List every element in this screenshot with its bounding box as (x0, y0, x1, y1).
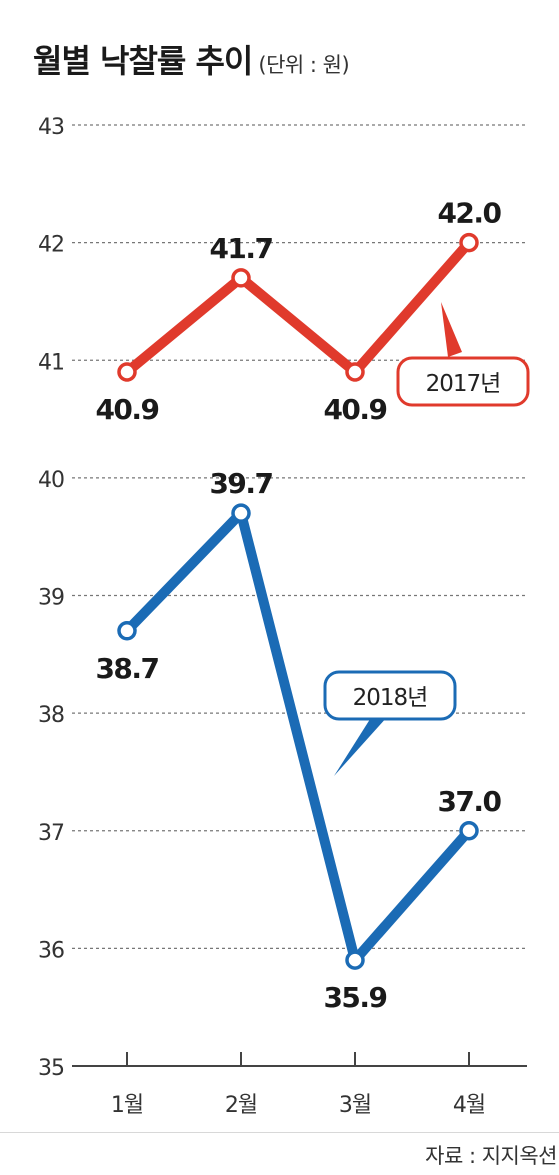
data-label: 37.0 (437, 785, 501, 818)
y-tick-label: 40 (38, 468, 64, 493)
data-point (231, 268, 251, 288)
y-tick-label: 35 (38, 1056, 64, 1081)
x-tick-label: 2월 (225, 1093, 257, 1118)
y-tick-label: 42 (38, 233, 64, 258)
data-point (117, 362, 137, 382)
data-point (459, 821, 479, 841)
legend-pointer-2018 (334, 716, 388, 776)
data-label: 39.7 (209, 467, 272, 500)
data-label: 42.0 (437, 197, 501, 230)
x-tick-label: 4월 (453, 1093, 485, 1118)
source-note: 자료 : 지지옥션 (425, 1144, 557, 1168)
data-point (345, 362, 365, 382)
x-tick-label: 1월 (111, 1093, 143, 1118)
data-point (459, 232, 479, 253)
series-line-1 (122, 508, 474, 966)
data-label: 40.9 (95, 393, 158, 426)
data-point (231, 503, 251, 523)
unit-label: (단위 : 원) (258, 53, 350, 77)
data-label: 38.7 (95, 652, 158, 685)
data-label: 40.9 (323, 393, 386, 426)
legend-box-2017 (396, 356, 530, 407)
y-tick-label: 41 (38, 350, 64, 375)
x-tick-label: 3월 (339, 1093, 371, 1118)
y-tick-label: 43 (38, 115, 64, 140)
y-tick-label: 37 (38, 821, 64, 846)
data-point (117, 621, 137, 641)
legend-label-2018: 2018년 (353, 685, 428, 711)
series-line-0 (122, 237, 474, 378)
data-label: 35.9 (323, 981, 386, 1014)
y-tick-label: 36 (38, 938, 64, 963)
legend-label-2017: 2017년 (426, 371, 501, 397)
source-bar (0, 1132, 559, 1175)
y-tick-label: 39 (38, 586, 64, 611)
chart-title-block: 월별 낙찰률 추이 (단위 : 원) (33, 36, 350, 82)
legend-pointer-2017 (441, 302, 462, 357)
data-point (345, 950, 365, 970)
y-tick-label: 38 (38, 703, 64, 728)
chart-title: 월별 낙찰률 추이 (33, 42, 253, 80)
legend-box-2018 (323, 670, 457, 721)
data-label: 41.7 (209, 232, 272, 265)
